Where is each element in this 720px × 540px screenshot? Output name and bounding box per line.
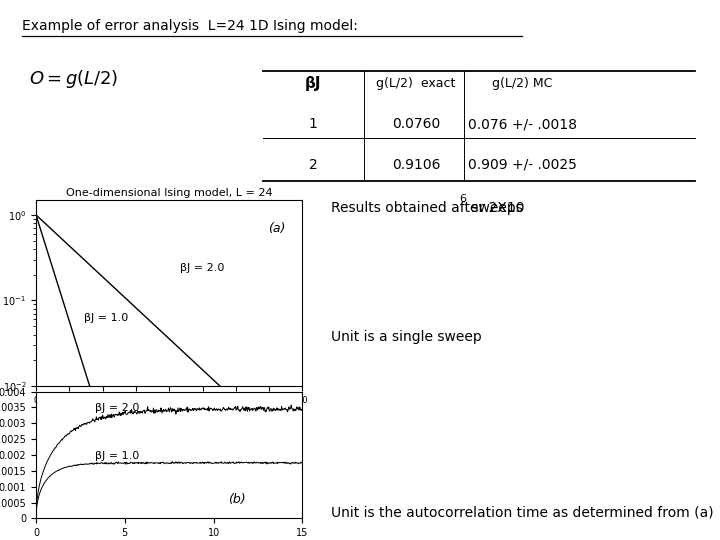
- Text: Unit is a single sweep: Unit is a single sweep: [331, 330, 482, 345]
- Text: g(L/2)  exact: g(L/2) exact: [377, 77, 456, 90]
- Text: (a): (a): [268, 222, 285, 235]
- Text: βJ = 2.0: βJ = 2.0: [94, 402, 139, 413]
- Text: βJ = 1.0: βJ = 1.0: [84, 313, 128, 323]
- Text: βJ = 2.0: βJ = 2.0: [180, 262, 224, 273]
- Title: One-dimensional Ising model, L = 24: One-dimensional Ising model, L = 24: [66, 187, 272, 198]
- X-axis label: l: l: [168, 406, 171, 419]
- Text: 0.909 +/- .0025: 0.909 +/- .0025: [467, 158, 577, 172]
- Text: $O = g(L/2)$: $O = g(L/2)$: [29, 68, 118, 90]
- Text: 2: 2: [309, 158, 318, 172]
- Text: g(L/2) MC: g(L/2) MC: [492, 77, 552, 90]
- Text: 6: 6: [459, 194, 467, 204]
- Text: βJ = 1.0: βJ = 1.0: [94, 451, 139, 461]
- Text: Results obtained after 2X10: Results obtained after 2X10: [331, 201, 525, 215]
- Text: 0.9106: 0.9106: [392, 158, 441, 172]
- Text: (b): (b): [228, 493, 246, 506]
- Text: sweeps: sweeps: [467, 201, 523, 215]
- Text: 0.076 +/- .0018: 0.076 +/- .0018: [467, 117, 577, 131]
- Text: Example of error analysis  L=24 1D Ising model:: Example of error analysis L=24 1D Ising …: [22, 19, 357, 33]
- Y-axis label: C₀(t): C₀(t): [0, 279, 1, 307]
- Text: 0.0760: 0.0760: [392, 117, 441, 131]
- Text: βJ: βJ: [305, 76, 321, 91]
- Text: 1: 1: [309, 117, 318, 131]
- Text: Unit is the autocorrelation time as determined from (a): Unit is the autocorrelation time as dete…: [331, 506, 714, 520]
